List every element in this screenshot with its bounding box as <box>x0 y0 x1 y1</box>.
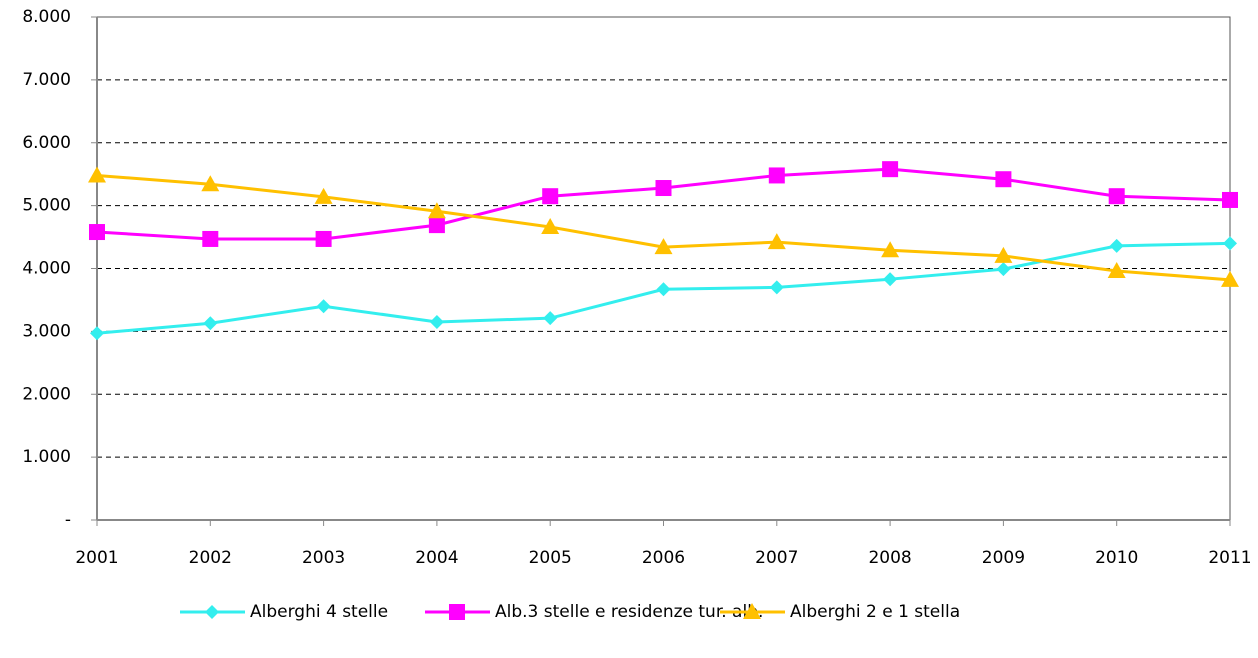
data-point <box>314 187 333 204</box>
data-point <box>429 314 444 329</box>
legend-marker <box>743 603 761 619</box>
y-tick-label: 1.000 <box>22 447 71 467</box>
data-point <box>202 230 219 247</box>
x-tick-label: 2003 <box>302 548 345 568</box>
y-tick-label: 3.000 <box>22 321 71 341</box>
data-point <box>203 316 218 331</box>
data-point <box>316 299 331 314</box>
data-point <box>882 161 899 178</box>
y-tick-label: 2.000 <box>22 384 71 404</box>
x-tick-label: 2008 <box>868 548 911 568</box>
data-point <box>542 188 559 205</box>
legend-label: Alberghi 2 e 1 stella <box>790 602 960 622</box>
x-tick-label: 2007 <box>755 548 798 568</box>
data-point <box>428 217 445 234</box>
series-line <box>96 167 1231 241</box>
data-point <box>1223 236 1237 251</box>
data-point <box>656 282 671 297</box>
data-point <box>883 272 898 287</box>
x-tick-label: 2011 <box>1208 548 1251 568</box>
data-point <box>881 241 900 258</box>
data-point <box>654 238 673 255</box>
data-point <box>427 202 446 219</box>
legend-label: Alb.3 stelle e residenze tur. alb. <box>495 602 763 622</box>
data-point <box>995 171 1012 188</box>
data-point <box>89 224 105 241</box>
legend-label: Alberghi 4 stelle <box>250 602 388 622</box>
legend-marker <box>449 604 465 620</box>
data-point <box>543 311 558 326</box>
data-point <box>90 326 104 341</box>
y-tick-label: 6.000 <box>22 133 71 153</box>
data-point <box>767 233 786 250</box>
data-point <box>88 166 106 183</box>
data-point <box>1107 262 1126 279</box>
legend-marker <box>205 605 219 619</box>
y-tick-label: 5.000 <box>22 196 71 216</box>
x-tick-label: 2004 <box>415 548 458 568</box>
data-point <box>1108 188 1125 205</box>
y-tick-label: 7.000 <box>22 70 71 90</box>
y-tick-label: 8.000 <box>22 7 71 27</box>
data-point <box>769 280 784 295</box>
data-point <box>994 246 1013 263</box>
x-tick-label: 2009 <box>982 548 1025 568</box>
data-point <box>1222 191 1238 208</box>
x-tick-label: 2010 <box>1095 548 1138 568</box>
data-point <box>1109 238 1124 253</box>
data-point <box>201 175 220 192</box>
data-point <box>996 262 1011 277</box>
x-tick-label: 2002 <box>189 548 232 568</box>
x-tick-label: 2005 <box>529 548 572 568</box>
data-point <box>1221 270 1239 287</box>
x-tick-label: 2006 <box>642 548 685 568</box>
data-point <box>655 180 672 197</box>
data-point <box>768 167 785 184</box>
x-tick-label: 2001 <box>75 548 118 568</box>
y-tick-label: 4.000 <box>22 259 71 279</box>
data-point <box>541 218 560 235</box>
y-tick-label: - <box>65 510 71 530</box>
data-point <box>315 230 332 247</box>
